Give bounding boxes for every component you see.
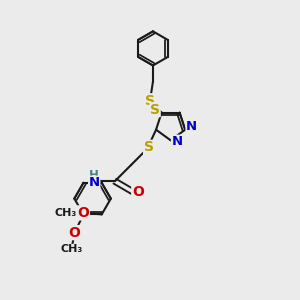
Text: H: H — [89, 169, 99, 182]
Text: N: N — [172, 135, 183, 148]
Text: CH₃: CH₃ — [61, 244, 83, 254]
Text: CH₃: CH₃ — [55, 208, 77, 218]
Text: N: N — [186, 120, 197, 133]
Text: O: O — [69, 226, 81, 240]
Text: O: O — [132, 184, 144, 199]
Text: S: S — [145, 94, 155, 108]
Text: S: S — [150, 103, 160, 117]
Text: N: N — [89, 176, 100, 189]
Text: O: O — [77, 206, 89, 220]
Text: S: S — [144, 140, 154, 154]
